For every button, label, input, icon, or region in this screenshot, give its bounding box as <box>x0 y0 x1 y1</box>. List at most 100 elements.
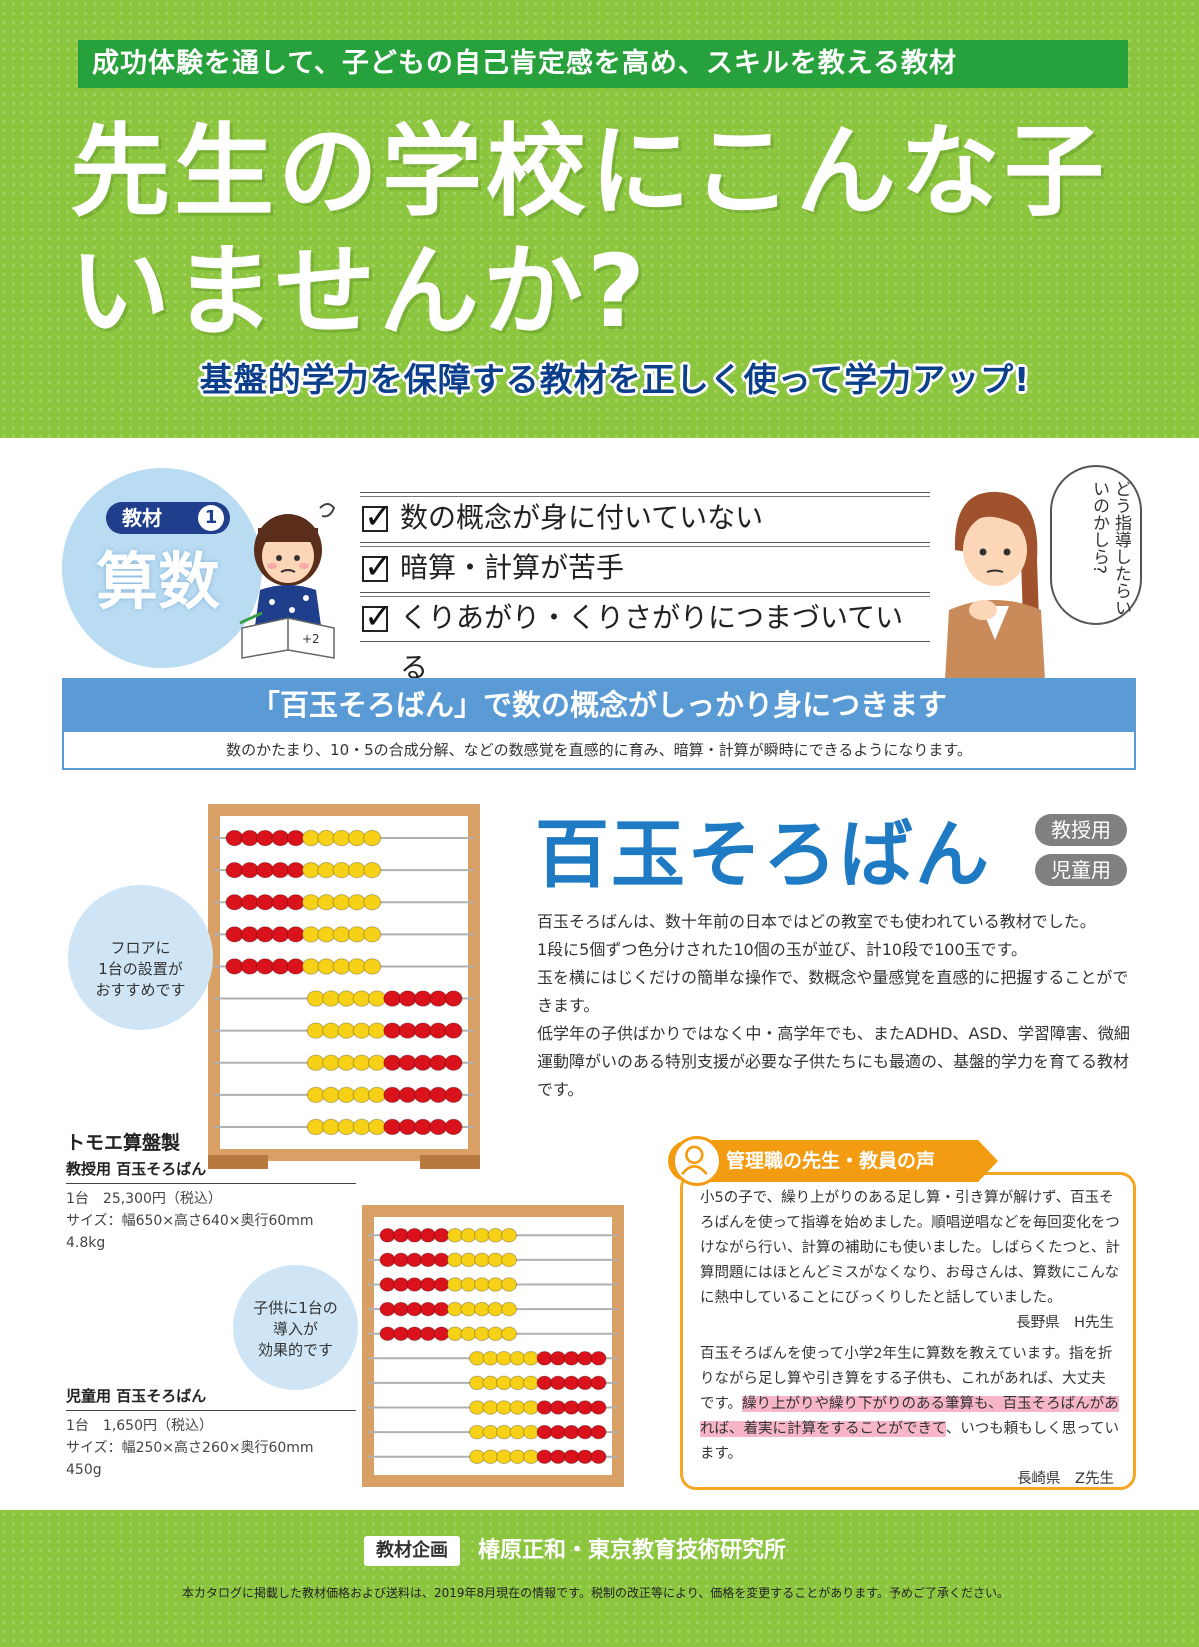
abacus-bead <box>474 1252 490 1268</box>
abacus-bead <box>302 862 320 879</box>
abacus-bead <box>406 1277 423 1292</box>
abacus-bead <box>590 1375 607 1391</box>
abacus-bead <box>469 1400 485 1415</box>
spec-price: 1台 1,650円（税込） <box>66 1418 213 1434</box>
abacus-bead <box>352 1054 371 1071</box>
abacus-bead <box>429 1118 448 1136</box>
abacus-bead <box>496 1375 512 1391</box>
abacus-bead <box>590 1449 607 1464</box>
bubble-line: 効果的です <box>257 1341 333 1359</box>
checklist-item: ✓ 暗算・計算が苦手 <box>360 542 930 592</box>
speech-bubble-text: どう指導したらいいのかしら? <box>1089 480 1131 616</box>
abacus-bead <box>433 1326 450 1341</box>
abacus-bead <box>332 862 351 879</box>
abacus-bead <box>379 1228 396 1243</box>
abacus-bead <box>368 1022 386 1039</box>
abacus-bead <box>302 894 320 911</box>
abacus-bead <box>240 926 259 943</box>
child-abacus-image <box>362 1205 624 1487</box>
abacus-bead <box>536 1424 553 1440</box>
abacus-bead <box>501 1252 517 1268</box>
abacus-bead <box>482 1375 499 1391</box>
abacus-bead <box>256 894 275 911</box>
abacus-bead <box>501 1301 517 1317</box>
abacus-bead <box>322 1054 341 1071</box>
abacus-bead <box>379 1277 396 1292</box>
abacus-bead <box>444 1118 463 1136</box>
abacus-bead <box>393 1301 409 1317</box>
abacus-bead <box>379 1252 396 1268</box>
abacus-bead <box>317 862 336 879</box>
abacus-bead <box>352 990 371 1007</box>
abacus-bead <box>306 1118 325 1136</box>
abacus-bead <box>460 1326 477 1341</box>
abacus-bead <box>347 958 366 975</box>
abacus-bead <box>286 862 305 879</box>
abacus-bead <box>363 829 382 847</box>
floor-recommendation-bubble: フロアに 1台の設置が おすすめです <box>68 885 213 1030</box>
abacus-bead <box>577 1351 593 1366</box>
tag-child: 児童用 <box>1035 854 1127 886</box>
speech-bubble <box>1050 465 1142 625</box>
abacus-bead <box>413 1022 432 1039</box>
abacus-bead <box>509 1424 526 1440</box>
abacus-bead <box>363 862 382 879</box>
abacus-bead <box>433 1277 450 1292</box>
abacus-bead <box>447 1301 463 1317</box>
abacus-bead <box>501 1277 517 1292</box>
abacus-bead <box>271 894 290 911</box>
abacus-bead <box>496 1424 512 1440</box>
abacus-bead <box>406 1228 423 1243</box>
abacus-bead <box>509 1400 526 1415</box>
abacus-bead <box>447 1326 463 1341</box>
abacus-bead <box>332 829 351 847</box>
tagline: 成功体験を通して、子どもの自己肯定感を高め、スキルを教える教材 <box>78 40 1128 88</box>
product-description: 百玉そろばんは、数十年前の日本ではどの教室でも使われている教材でした。 1段に5… <box>537 908 1137 1104</box>
testimonial-2-text: 百玉そろばんを使って小学2年生に算数を教えています。指を折りながら足し算や引き算… <box>700 1346 1113 1412</box>
abacus-bead <box>413 990 432 1007</box>
abacus-bead <box>474 1301 490 1317</box>
abacus-bead <box>317 958 336 975</box>
abacus-bead <box>332 958 351 975</box>
child-abacus-spec: 児童用 百玉そろばん 1台 1,650円（税込） サイズ：幅250×高さ260×… <box>66 1385 356 1481</box>
checklist-text: くりあがり・くりさがりにつまづいている <box>400 601 904 684</box>
footer-banner <box>0 1510 1199 1647</box>
abacus-foot <box>420 1155 480 1169</box>
abacus-bead <box>469 1351 485 1366</box>
abacus-bead <box>225 894 244 911</box>
abacus-bead <box>337 990 356 1007</box>
abacus-bead <box>256 862 275 879</box>
abacus-bead <box>420 1301 436 1317</box>
checklist-text: 暗算・計算が苦手 <box>400 551 625 584</box>
abacus-bead <box>444 1022 463 1039</box>
abacus-bead <box>469 1449 485 1464</box>
abacus-bead <box>509 1449 526 1464</box>
abacus-bead <box>347 829 366 847</box>
spec-size: サイズ：幅650×高さ640×奥行60mm <box>66 1213 314 1229</box>
abacus-bead <box>429 990 448 1007</box>
description-paragraph: 低学年の子供ばかりではなく中・高学年でも、またADHD、ASD、学習障害、微細運… <box>537 1024 1130 1099</box>
abacus-bead <box>286 958 305 975</box>
abacus-bead <box>271 926 290 943</box>
abacus-bead <box>550 1375 566 1391</box>
abacus-bead <box>420 1326 436 1341</box>
abacus-bead <box>523 1424 539 1440</box>
abacus-bead <box>590 1400 607 1415</box>
abacus-bead <box>398 1086 417 1104</box>
abacus-bead <box>306 1086 325 1104</box>
abacus-bead <box>317 829 336 847</box>
abacus-bead <box>337 1054 356 1071</box>
material-number: 1 <box>198 505 224 531</box>
testimonial-2-author: 長崎県 Z先生 <box>1017 1471 1114 1487</box>
bubble-line: 子供に1台の <box>253 1299 338 1317</box>
abacus-bead <box>363 926 382 943</box>
abacus-bead <box>496 1400 512 1415</box>
abacus-bead <box>433 1301 450 1317</box>
abacus-bead <box>337 1022 356 1039</box>
material-badge: 教材 1 <box>106 502 230 534</box>
abacus-bead <box>429 1022 448 1039</box>
abacus-bead <box>352 1118 371 1136</box>
abacus-bead <box>286 926 305 943</box>
abacus-frame <box>208 804 480 1161</box>
abacus-bead <box>577 1375 593 1391</box>
